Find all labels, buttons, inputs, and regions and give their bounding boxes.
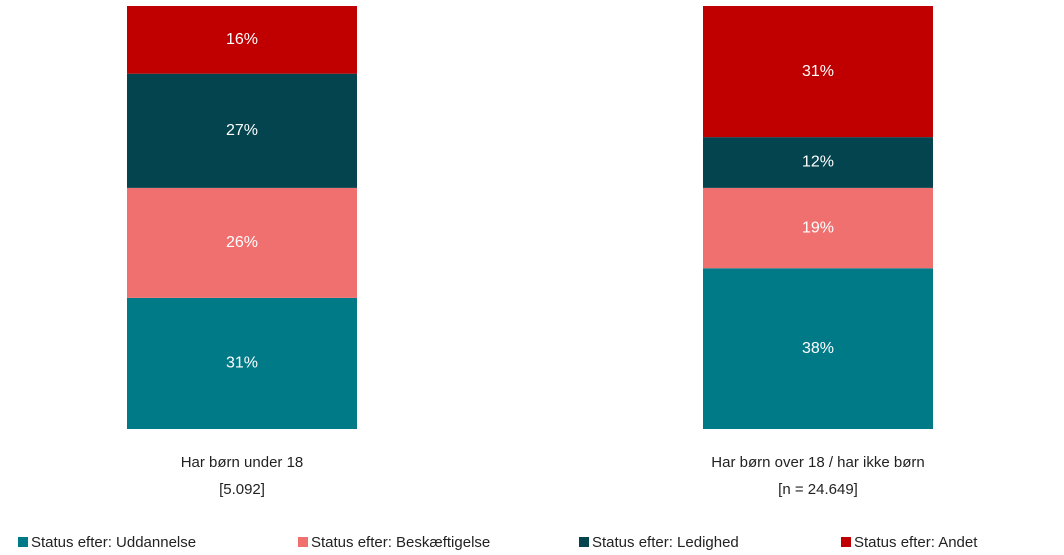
bar-segment [703,268,933,429]
bar-segment [127,297,357,429]
bar-segment [127,6,357,74]
bar-segment [127,73,357,188]
x-tick-label: Har børn under 18 [181,454,304,471]
bar-segment [703,137,933,188]
x-tick-label: [5.092] [219,481,265,498]
bar-segment [703,187,933,269]
legend-swatch [18,537,28,547]
bar-segment [127,187,357,298]
legend-label: Status efter: Uddannelse [31,534,196,551]
legend-swatch [841,537,851,547]
x-tick-label: Har børn over 18 / har ikke børn [711,454,924,471]
value-label: 19% [802,219,834,236]
value-label: 27% [226,122,258,139]
value-label: 26% [226,234,258,251]
x-tick-label: [n = 24.649] [778,481,858,498]
value-label: 31% [802,63,834,80]
legend-swatch [298,537,308,547]
value-label: 31% [226,355,258,372]
legend-swatch [579,537,589,547]
legend-label: Status efter: Ledighed [592,534,739,551]
legend-label: Status efter: Andet [854,534,978,551]
legend-label: Status efter: Beskæftigelse [311,534,490,551]
value-label: 38% [802,340,834,357]
bar-segment [703,6,933,138]
value-label: 16% [226,31,258,48]
value-label: 12% [802,154,834,171]
